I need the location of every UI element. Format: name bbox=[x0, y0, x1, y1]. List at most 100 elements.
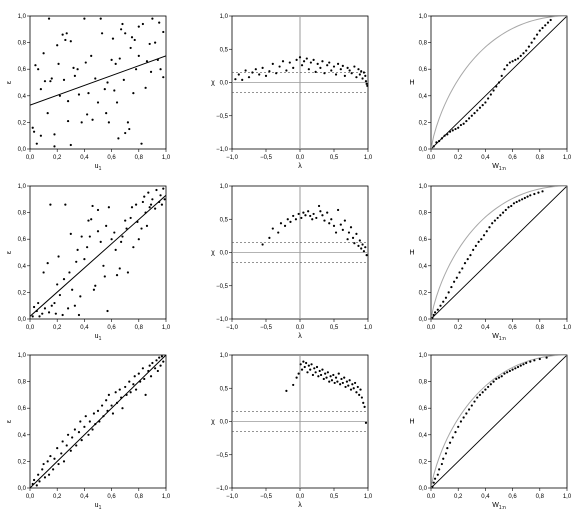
data-point bbox=[66, 100, 70, 103]
data-point bbox=[71, 288, 74, 291]
data-point bbox=[511, 60, 514, 63]
data-point bbox=[492, 89, 495, 92]
data-point bbox=[154, 41, 157, 44]
data-point bbox=[516, 365, 520, 369]
data-point bbox=[121, 407, 124, 410]
plot-frame bbox=[29, 185, 167, 320]
data-point bbox=[72, 66, 75, 69]
data-point bbox=[312, 212, 315, 216]
data-point bbox=[83, 258, 86, 261]
data-point bbox=[303, 365, 306, 369]
data-point bbox=[268, 70, 271, 73]
data-point bbox=[514, 367, 517, 370]
data-point bbox=[98, 420, 101, 423]
data-point bbox=[503, 372, 506, 375]
data-point bbox=[450, 285, 453, 289]
data-point bbox=[144, 86, 147, 89]
data-point bbox=[47, 17, 51, 20]
data-point bbox=[134, 203, 138, 206]
x-axis-label: W1:n bbox=[492, 502, 506, 511]
data-point bbox=[504, 208, 507, 212]
data-point bbox=[336, 208, 340, 212]
data-point bbox=[341, 64, 344, 67]
data-point bbox=[307, 364, 310, 367]
x-axis-label: W1:n bbox=[492, 163, 506, 172]
data-point bbox=[155, 188, 158, 192]
x-tick-label: 0,6 bbox=[107, 155, 116, 161]
data-point bbox=[332, 224, 336, 227]
data-point bbox=[519, 54, 522, 58]
data-point bbox=[149, 375, 153, 378]
data-point bbox=[358, 73, 361, 76]
upper-bound-curve bbox=[431, 355, 567, 488]
data-point bbox=[141, 200, 144, 204]
data-point bbox=[343, 219, 346, 222]
data-point bbox=[533, 37, 536, 40]
data-point bbox=[500, 74, 503, 77]
data-point bbox=[163, 198, 166, 201]
data-point bbox=[103, 275, 106, 278]
data-point bbox=[364, 74, 367, 77]
data-point bbox=[341, 228, 344, 231]
data-point bbox=[37, 473, 40, 476]
data-point bbox=[52, 468, 55, 471]
data-point bbox=[489, 383, 492, 386]
data-point bbox=[336, 62, 340, 65]
data-point bbox=[129, 46, 132, 50]
data-point bbox=[258, 73, 261, 76]
data-point bbox=[137, 25, 140, 28]
data-point bbox=[42, 52, 45, 55]
data-point bbox=[300, 64, 304, 67]
y-tick-label: 0,0 bbox=[419, 147, 428, 153]
data-point bbox=[54, 312, 57, 315]
data-point bbox=[62, 78, 66, 81]
data-point bbox=[533, 359, 536, 362]
data-point bbox=[111, 37, 115, 40]
data-point bbox=[446, 133, 449, 136]
data-point bbox=[525, 361, 528, 365]
data-point bbox=[46, 111, 49, 115]
data-point bbox=[529, 360, 532, 363]
plot-area bbox=[232, 186, 368, 319]
y-tick-label: 0,2 bbox=[419, 120, 428, 126]
panel-2: −1,0 −0,5 0,0 0,5 1,0 −1,0 −0,5 0,0 0,5 1,0 λ χ bbox=[211, 14, 373, 170]
x-tick-label: 0,6 bbox=[508, 494, 517, 500]
data-point bbox=[77, 431, 81, 434]
data-point bbox=[360, 247, 363, 250]
data-point bbox=[77, 313, 81, 317]
data-point bbox=[69, 143, 72, 147]
data-point bbox=[362, 71, 366, 74]
data-point bbox=[323, 72, 326, 75]
data-point bbox=[96, 101, 100, 104]
data-point bbox=[510, 204, 513, 208]
data-point bbox=[446, 447, 449, 450]
data-point bbox=[281, 60, 285, 63]
data-point bbox=[143, 195, 146, 198]
data-point bbox=[275, 72, 278, 75]
data-point bbox=[73, 74, 76, 77]
data-point bbox=[43, 476, 47, 479]
data-point bbox=[244, 69, 247, 72]
x-axis-label: λ bbox=[298, 502, 302, 509]
data-point bbox=[350, 72, 353, 75]
data-point bbox=[457, 425, 460, 428]
data-point bbox=[61, 33, 64, 36]
data-point bbox=[435, 141, 438, 144]
data-point bbox=[128, 127, 131, 131]
data-point bbox=[37, 301, 40, 305]
data-point bbox=[497, 81, 501, 84]
data-point bbox=[73, 304, 76, 307]
data-point bbox=[334, 231, 338, 234]
data-point bbox=[306, 371, 309, 374]
data-point bbox=[538, 29, 541, 32]
data-point bbox=[347, 384, 350, 387]
data-point bbox=[125, 393, 128, 396]
data-point bbox=[159, 364, 162, 367]
data-point bbox=[461, 267, 464, 270]
data-point bbox=[319, 66, 322, 69]
x-axis-label: u1 bbox=[95, 502, 102, 511]
data-point bbox=[508, 61, 511, 64]
data-point bbox=[433, 477, 437, 480]
data-point bbox=[84, 61, 87, 64]
y-tick-label: 0,5 bbox=[220, 217, 229, 223]
